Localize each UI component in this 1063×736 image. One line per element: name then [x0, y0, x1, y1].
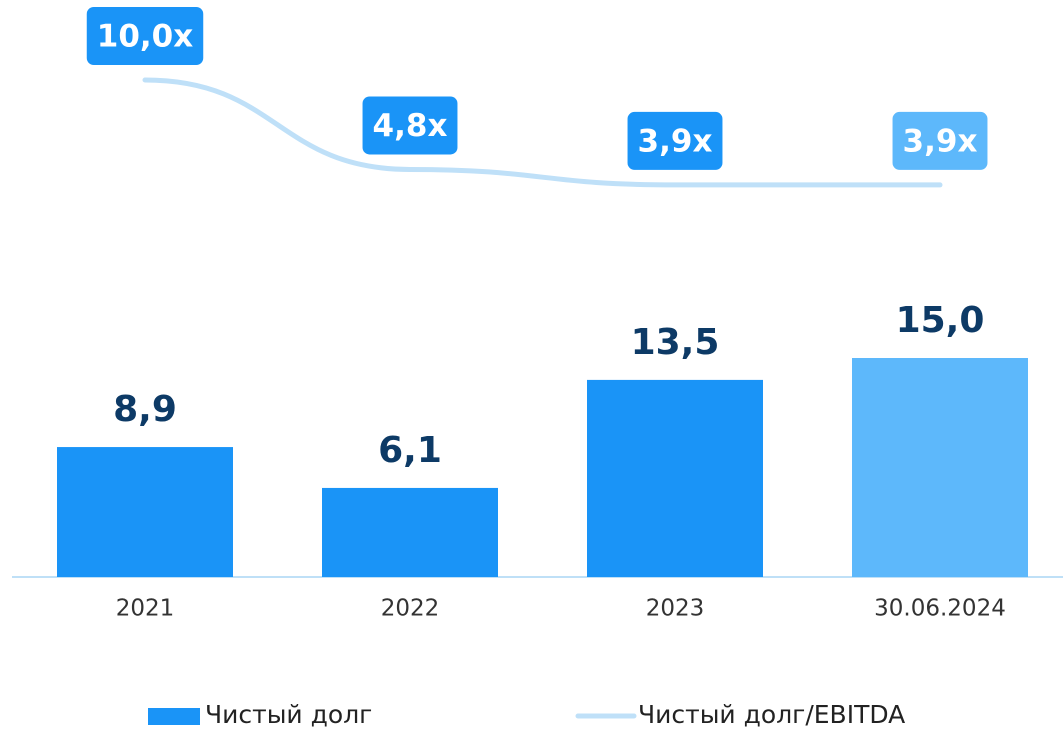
- legend-label: Чистый долг/EBITDA: [638, 700, 905, 729]
- bar: [57, 447, 233, 577]
- x-tick-label: 2022: [381, 596, 440, 622]
- data-label: 10,0x: [97, 19, 193, 55]
- data-label-box: [892, 111, 988, 170]
- data-label: 4,8x: [373, 108, 448, 144]
- bar: [322, 487, 498, 577]
- bar: [852, 358, 1028, 577]
- data-label-box: [362, 96, 458, 155]
- x-tick-label: 2021: [116, 596, 175, 622]
- bar: [587, 379, 763, 577]
- data-label: 15,0: [896, 300, 985, 341]
- x-tick-label: 2023: [646, 596, 705, 622]
- data-label: 6,1: [378, 430, 442, 471]
- line: [142, 77, 943, 188]
- legend-swatch: [148, 708, 200, 725]
- data-label-box: [627, 111, 723, 170]
- data-label: 3,9x: [903, 123, 978, 159]
- data-label-box: [86, 7, 204, 65]
- legend-label: Чистый долг: [205, 700, 372, 729]
- data-label: 3,9x: [638, 123, 713, 159]
- x-tick-label: 30.06.2024: [874, 596, 1006, 622]
- data-label: 8,9: [113, 389, 177, 430]
- data-label: 13,5: [631, 322, 720, 363]
